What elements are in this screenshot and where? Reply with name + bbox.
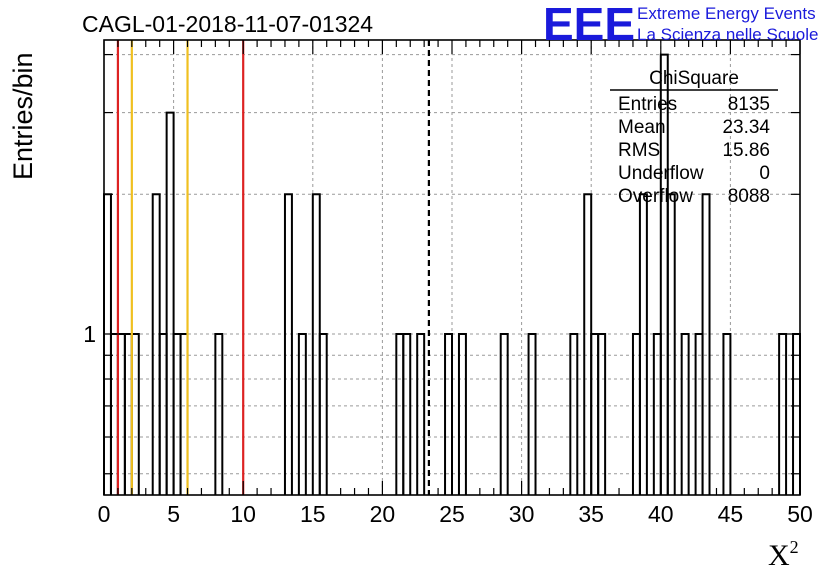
histogram-bin bbox=[499, 333, 509, 495]
histogram-bin bbox=[151, 193, 161, 495]
histogram-bin bbox=[395, 333, 405, 495]
histogram-bin bbox=[792, 333, 801, 495]
histogram-bin bbox=[701, 193, 711, 495]
x-tick-label: 35 bbox=[578, 501, 604, 527]
eee-branding: EEE Extreme Energy Events La Scienza nel… bbox=[543, 0, 818, 50]
histogram-bin bbox=[666, 193, 676, 495]
x-axis-label-sup: 2 bbox=[790, 537, 799, 557]
x-tick-label: 25 bbox=[439, 501, 465, 527]
histogram-bin bbox=[778, 333, 788, 495]
histogram-bin bbox=[694, 333, 704, 495]
histogram-bin bbox=[583, 193, 593, 495]
histogram-bin bbox=[569, 333, 579, 495]
stats-row-value: 23.34 bbox=[722, 117, 770, 138]
histogram-bin bbox=[103, 193, 112, 495]
x-axis-label: X2 bbox=[768, 537, 799, 572]
stats-row-value: 8088 bbox=[728, 186, 770, 207]
histogram-bin bbox=[214, 333, 224, 495]
histogram-bin bbox=[318, 333, 328, 495]
stats-box-rows: Entries 8135 Mean 23.34 RMS 15.86 Underflow 0 Ov… bbox=[618, 94, 770, 207]
brand-line-2: La Scienza nelle Scuole bbox=[637, 25, 818, 44]
x-tick-label: 45 bbox=[718, 501, 744, 527]
histogram-bin bbox=[165, 111, 175, 495]
stats-row-label: Underflow bbox=[618, 163, 704, 184]
y-axis-label: Entries/bin bbox=[8, 52, 38, 180]
stats-row-label: Entries bbox=[618, 94, 677, 115]
y-tick-label: 1 bbox=[83, 321, 96, 347]
x-tick-label: 40 bbox=[648, 501, 674, 527]
x-tick-label: 15 bbox=[300, 501, 326, 527]
x-tick-label: 30 bbox=[509, 501, 535, 527]
histogram-bin bbox=[402, 333, 412, 495]
axis-ticks bbox=[103, 40, 801, 495]
histogram-bin bbox=[680, 333, 690, 495]
x-tick-label: 0 bbox=[98, 501, 111, 527]
histogram-bin bbox=[444, 333, 453, 495]
stats-row-label: Overflow bbox=[618, 186, 693, 207]
histogram-bin bbox=[172, 333, 182, 495]
stats-row-label: RMS bbox=[618, 140, 660, 161]
stats-box-title: ChiSquare bbox=[649, 68, 739, 89]
x-tick-label: 20 bbox=[370, 501, 396, 527]
histogram-bin bbox=[311, 193, 321, 495]
histogram-bin bbox=[722, 333, 732, 495]
histogram-bin bbox=[631, 333, 641, 495]
stats-row-label: Mean bbox=[618, 117, 666, 138]
histogram-bin bbox=[297, 333, 307, 495]
chart-title: CAGL-01-2018-11-07-01324 bbox=[82, 11, 373, 37]
histogram-bin bbox=[638, 193, 648, 495]
stats-row-value: 8135 bbox=[728, 94, 770, 115]
histogram-bin bbox=[652, 333, 662, 495]
histogram-bin bbox=[158, 333, 168, 495]
stats-box: ChiSquare Entries 8135 Mean 23.34 RMS 15.86 Un… bbox=[610, 68, 778, 207]
brand-line-1: Extreme Energy Events bbox=[637, 4, 816, 23]
x-tick-label: 5 bbox=[167, 501, 180, 527]
histogram-bin bbox=[416, 333, 426, 495]
axis-tick-labels: 0 5 10 15 20 25 30 35 40 45 50 1 bbox=[83, 321, 813, 527]
x-axis-label-base: X bbox=[768, 539, 790, 572]
stats-row-value: 15.86 bbox=[722, 140, 770, 161]
threshold-lines bbox=[116, 40, 430, 495]
histogram-bin bbox=[590, 333, 600, 495]
histogram-bin bbox=[527, 333, 537, 495]
stats-row-value: 0 bbox=[759, 163, 770, 184]
x-tick-label: 50 bbox=[787, 501, 813, 527]
histogram-bin bbox=[597, 333, 607, 495]
x-tick-label: 10 bbox=[230, 501, 256, 527]
histogram-bin bbox=[283, 193, 293, 495]
histogram-bin bbox=[457, 333, 467, 495]
eee-logo: EEE bbox=[543, 0, 635, 50]
